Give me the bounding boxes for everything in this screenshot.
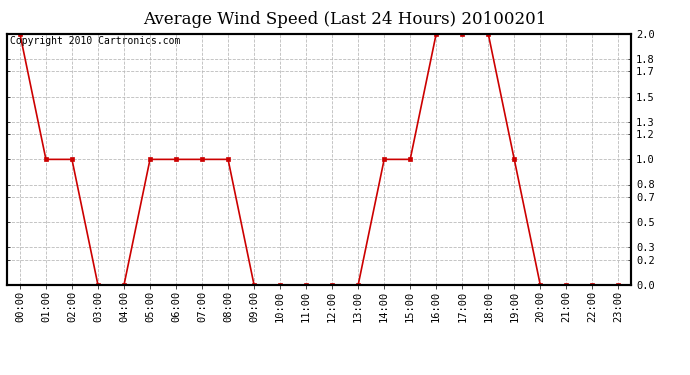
Text: Average Wind Speed (Last 24 Hours) 20100201: Average Wind Speed (Last 24 Hours) 20100… xyxy=(144,11,546,28)
Text: Copyright 2010 Cartronics.com: Copyright 2010 Cartronics.com xyxy=(10,36,180,46)
